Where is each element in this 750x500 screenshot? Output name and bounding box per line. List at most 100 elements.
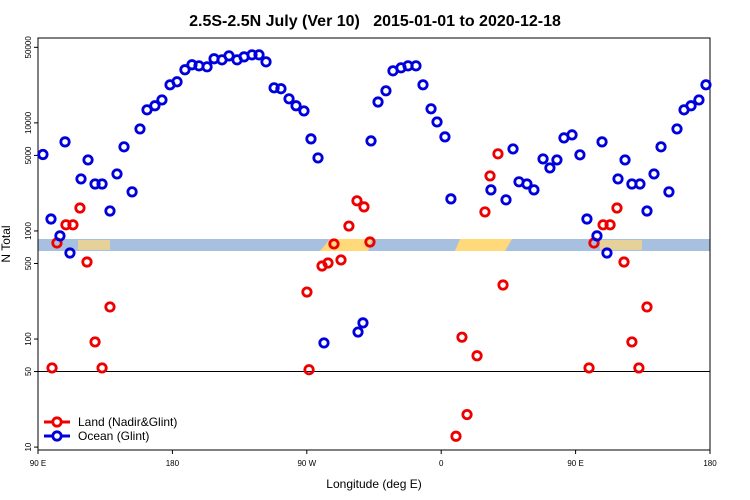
point (357, 317, 369, 329)
point (358, 201, 370, 213)
point (260, 56, 272, 68)
point (126, 186, 138, 198)
point (96, 178, 108, 190)
point (471, 350, 483, 362)
point (634, 178, 646, 190)
point (303, 364, 315, 376)
point (601, 247, 613, 259)
x-tick-label: 90 W (297, 459, 316, 468)
point (104, 301, 116, 313)
point (45, 213, 57, 225)
point (604, 219, 616, 231)
point (479, 206, 491, 218)
point (96, 362, 108, 374)
point (618, 256, 630, 268)
x-tick-label: 90 E (567, 459, 583, 468)
point (59, 136, 71, 148)
x-tick-label: 0 (439, 459, 444, 468)
point (351, 195, 363, 207)
point (633, 362, 645, 374)
point (544, 162, 556, 174)
point (82, 154, 94, 166)
legend-label: Ocean (Glint) (78, 429, 149, 443)
point (492, 148, 504, 160)
point (301, 286, 313, 298)
point (700, 79, 712, 91)
point (583, 362, 595, 374)
point (685, 100, 697, 112)
point (118, 141, 130, 153)
point (89, 336, 101, 348)
point (461, 408, 473, 421)
point (456, 331, 468, 343)
point (450, 430, 462, 442)
y-axis-label: N Total (0, 225, 13, 262)
land-patch (600, 240, 642, 250)
y-tick-label: 50000 (24, 36, 33, 59)
point (581, 213, 593, 225)
point (528, 184, 540, 196)
point (507, 143, 519, 155)
point (312, 152, 324, 164)
point (104, 205, 116, 217)
point (171, 76, 183, 88)
point (445, 193, 457, 205)
chart-title: 2.5S-2.5N July (Ver 10) 2015-01-01 to 20… (189, 13, 561, 30)
land-patch (455, 239, 512, 251)
point (37, 148, 49, 161)
point (179, 64, 191, 76)
point (641, 205, 653, 217)
point (551, 154, 563, 166)
point (352, 326, 364, 338)
point (74, 202, 86, 214)
point (693, 94, 705, 106)
point (485, 184, 497, 196)
point (619, 154, 631, 166)
point (364, 236, 376, 248)
point (641, 301, 653, 313)
point (500, 194, 512, 206)
point (663, 186, 675, 198)
point (611, 202, 623, 214)
y-tick-label: 1000 (24, 221, 33, 239)
y-tick-label: 5000 (24, 146, 33, 164)
point (537, 153, 549, 165)
point (149, 100, 161, 112)
point (156, 94, 168, 106)
point (648, 168, 660, 180)
y-tick-label: 10000 (24, 111, 33, 134)
point (111, 168, 123, 180)
point (574, 149, 586, 161)
point (75, 173, 87, 185)
point (655, 141, 667, 153)
x-tick-label: 180 (703, 459, 717, 468)
point (268, 82, 280, 94)
point (318, 337, 330, 349)
point (64, 247, 76, 259)
y-tick-label: 100 (24, 332, 33, 346)
point (328, 238, 340, 250)
point (46, 362, 58, 374)
point (201, 61, 213, 73)
point (372, 96, 384, 108)
legend-label: Land (Nadir&Glint) (78, 415, 177, 429)
point (322, 257, 334, 269)
point (290, 100, 302, 112)
point (612, 173, 624, 185)
point (626, 336, 638, 348)
x-tick-label: 180 (166, 459, 180, 468)
x-tick-label: 90 E (30, 459, 46, 468)
point (521, 178, 533, 190)
point (484, 170, 496, 182)
y-tick-label: 500 (24, 256, 33, 270)
point (343, 220, 355, 232)
x-axis-label: Longitude (deg E) (326, 477, 421, 491)
point (566, 129, 578, 141)
point (497, 279, 509, 291)
point (425, 103, 437, 115)
point (380, 85, 392, 97)
point (275, 83, 287, 95)
point (283, 93, 295, 105)
point (410, 60, 422, 72)
